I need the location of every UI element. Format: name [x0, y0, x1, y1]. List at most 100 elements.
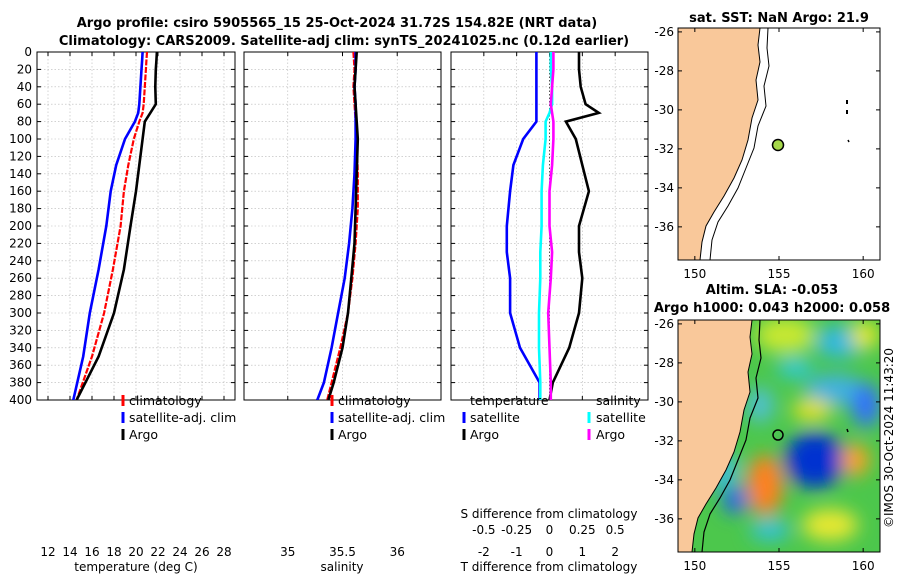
map2-ticks-lon-label-160: 160: [852, 559, 875, 573]
temp-line-climatology: [75, 52, 149, 400]
depth-tick-label-380: 380: [9, 376, 32, 390]
sla-blob-yellow-sse: [802, 509, 858, 541]
sla-map-title-line1: Altim. SLA: -0.053: [706, 283, 838, 298]
legend-t-satellite: satellite: [470, 410, 520, 425]
diff-line-t-argo: [548, 52, 602, 400]
sla-anomaly-field: [700, 320, 880, 541]
legend-salinity-heading: salinity: [596, 393, 641, 408]
sst-argo-float-marker: [771, 138, 785, 152]
temperature-legend: climatology satellite-adj. clim Argo: [121, 393, 236, 442]
sla-blob-yellow-nw: [755, 320, 815, 353]
salinity-legend-climatology: climatology: [338, 393, 411, 408]
chart-title-line1: Argo profile: csiro 5905565_15 25-Oct-20…: [77, 16, 598, 31]
depth-tick-label-120: 120: [9, 149, 32, 163]
map2-ticks-lon-label-150: 150: [683, 559, 706, 573]
depth-tick-label-280: 280: [9, 289, 32, 303]
imos-timestamp: ©IMOS 30-Oct-2024 11:43:20: [882, 348, 896, 528]
depth-tick-label-260: 260: [9, 271, 32, 285]
sla-blob-cyan-center: [805, 374, 865, 406]
sla-argo-float-marker: [772, 429, 784, 441]
temp-xtick-label-18: 18: [106, 545, 121, 559]
sla-blob-cyan-w: [746, 387, 774, 423]
diff-line-t-satellite: [505, 52, 541, 400]
diff-xtick-label-2: 2: [611, 545, 619, 559]
sla-blob-orange-s: [747, 455, 783, 515]
sal-xtick-label-35.5: 35.5: [329, 545, 356, 559]
salinity-legend-satellite: satellite-adj. clim: [338, 410, 445, 425]
diff-s-tick-label--0.25: -0.25: [501, 523, 532, 537]
sla-shelf-contour: [701, 320, 762, 552]
difference-legend: temperature satellite Argo salinity sate…: [462, 393, 646, 442]
t-difference-x-label: T difference from climatology: [460, 560, 638, 574]
diff-xtick-label--2: -2: [478, 545, 490, 559]
temperature-legend-satellite: satellite-adj. clim: [129, 410, 236, 425]
temp-xtick-label-20: 20: [128, 545, 143, 559]
map2-ticks-lat-label--36: -36: [654, 512, 674, 526]
map1-ticks-lat-label--36: -36: [654, 220, 674, 234]
map1-ticks-lon-label-155: 155: [768, 267, 791, 281]
map1-ticks-lat-label--30: -30: [654, 103, 674, 117]
depth-tick-label-0: 0: [24, 45, 32, 59]
map2-ticks-lat-label--34: -34: [654, 473, 674, 487]
sst-map-area: [678, 28, 880, 260]
sla-blob-blue-s: [785, 432, 845, 488]
depth-tick-label-180: 180: [9, 202, 32, 216]
depth-tick-label-100: 100: [9, 132, 32, 146]
depth-tick-label-20: 20: [17, 62, 32, 76]
salinity-panel: 35 35.5 36 salinity climatology satellite-…: [243, 51, 445, 574]
depth-tick-label-340: 340: [9, 341, 32, 355]
chart-title-line2: Climatology: CARS2009. Satellite-adj cli…: [59, 34, 629, 49]
sla-map-panel: Altim. SLA: -0.053 Argo h1000: 0.043 h20…: [654, 283, 890, 573]
diff-line-s-argo: [546, 52, 555, 400]
legend-temperature-heading: temperature: [470, 393, 549, 408]
sla-blob-cyan-far-s: [750, 520, 790, 540]
difference-profiles: [505, 52, 602, 400]
legend-s-satellite: satellite: [596, 410, 646, 425]
sal-xtick-label-35: 35: [280, 545, 295, 559]
diff-s-tick-label-0: 0: [546, 523, 554, 537]
sla-map-area: [678, 320, 880, 552]
sla-blob-blue-sw: [723, 486, 747, 514]
temperature-legend-climatology: climatology: [129, 393, 202, 408]
sal-line-argo: [327, 52, 360, 400]
diff-xtick-label-1: 1: [579, 545, 587, 559]
temp-line-satellite-adj-clim: [72, 52, 144, 400]
sla-map-ticks: 150 155 160 -26 -28 -30 -32 -34 -36: [654, 317, 880, 573]
salinity-x-ticks: 35 35.5 36: [280, 545, 405, 559]
salinity-difference-ticks: -0.5 -0.25 0 0.25 0.5: [472, 523, 625, 537]
sst-shelf-contour: [709, 28, 770, 260]
temp-xtick-label-14: 14: [62, 545, 77, 559]
map1-ticks-lon-label-150: 150: [683, 267, 706, 281]
temp-xtick-label-26: 26: [194, 545, 209, 559]
map1-ticks-lon-label-160: 160: [852, 267, 875, 281]
map2-ticks-lat-label--32: -32: [654, 434, 674, 448]
temperature-profiles: [72, 52, 159, 400]
sla-island-1: [846, 428, 849, 433]
sla-map-title-line2: Argo h1000: 0.043 h2000: 0.058: [654, 301, 890, 316]
temperature-panel: 0 20 40 60 80 100 120 140 160 180 200 220 240 260 280 3…: [9, 45, 236, 574]
sla-blob-yellow-mid: [792, 398, 832, 422]
depth-tick-label-160: 160: [9, 184, 32, 198]
salinity-profiles: [316, 52, 360, 400]
depth-tick-label-80: 80: [17, 115, 32, 129]
difference-x-ticks: -2 -1 0 1 2: [478, 545, 619, 559]
diff-xtick-label-0: 0: [546, 545, 554, 559]
map1-ticks-lat-label--26: -26: [654, 25, 674, 39]
sla-blob-orange-se: [841, 444, 869, 476]
temp-line-argo: [75, 52, 159, 400]
sst-map-ticks: 150 155 160 -26 -28 -30 -32 -34 -36: [654, 25, 880, 281]
sla-land: [678, 320, 753, 552]
sla-blob-yellow-e: [851, 321, 879, 349]
depth-tick-label-300: 300: [9, 306, 32, 320]
temperature-x-ticks: 12 14 16 18 20 22 24 26 28: [40, 545, 231, 559]
temperature-x-label: temperature (deg C): [74, 560, 197, 574]
temperature-depth-ticks: 0 20 40 60 80 100 120 140 160 180 200 220 240 260 280 3…: [9, 45, 32, 407]
depth-tick-label-60: 60: [17, 97, 32, 111]
temp-xtick-label-22: 22: [150, 545, 165, 559]
salinity-legend: climatology satellite-adj. clim Argo: [330, 393, 445, 442]
legend-s-argo: Argo: [596, 427, 625, 442]
depth-tick-label-320: 320: [9, 323, 32, 337]
depth-tick-label-140: 140: [9, 167, 32, 181]
temp-xtick-label-28: 28: [216, 545, 231, 559]
